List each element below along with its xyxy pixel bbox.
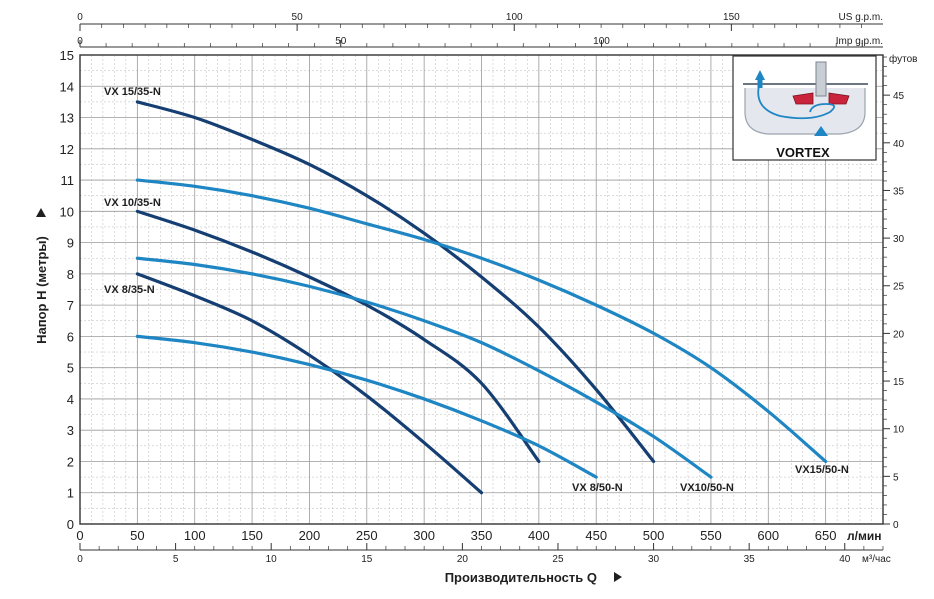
series-label-4: VX15/50-N <box>795 464 849 476</box>
vortex-impeller-right-icon <box>828 92 850 105</box>
x-tick-label-m3h: 25 <box>552 554 564 565</box>
vortex-outlet-stem-icon <box>757 78 763 88</box>
top-tick-label-us: 100 <box>506 12 523 23</box>
right-tick-label-ft: 25 <box>893 282 905 293</box>
vortex-inlet-arrow-icon <box>814 126 828 136</box>
series-label-6: VX 8/50-N <box>572 482 623 494</box>
series-label-1: VX 15/35-N <box>104 86 161 98</box>
x-tick-label-m3h: 10 <box>266 554 278 565</box>
y-tick-label: 13 <box>60 111 74 126</box>
right-tick-label-ft: 15 <box>893 377 905 388</box>
right-unit-ft: футов <box>889 53 917 65</box>
x-unit-lmin: л/мин <box>847 529 881 543</box>
x-axis-title: Производительность Q <box>445 570 597 585</box>
x-tick-label-m3h: 40 <box>839 554 851 565</box>
right-tick-label-ft: 0 <box>893 520 899 531</box>
top-tick-label-imp: 100 <box>593 36 610 47</box>
y-tick-label: 11 <box>61 173 75 188</box>
chart-series <box>135 100 828 495</box>
top-tick-label-us: 0 <box>77 12 83 23</box>
y-tick-label: 5 <box>67 361 74 376</box>
top-tick-label-imp: 0 <box>77 36 83 47</box>
x-tick-label-m3h: 35 <box>744 554 756 565</box>
right-tick-label-ft: 20 <box>893 329 905 340</box>
vortex-impeller-left-icon <box>792 92 814 105</box>
y-tick-label: 10 <box>60 204 74 219</box>
y-tick-label: 3 <box>67 423 74 438</box>
vortex-flow-swirl-icon <box>757 81 836 120</box>
x-tick-label-m3h: 30 <box>648 554 660 565</box>
top-unit-imp: Imp g.p.m. <box>836 36 883 47</box>
top-tick-label-us: 50 <box>292 12 304 23</box>
x-tick-label-lmin: 250 <box>356 528 378 543</box>
x-tick-label-lmin: 300 <box>413 528 435 543</box>
x-unit-m3h: м³/час <box>862 554 891 565</box>
vortex-inset: VORTEX <box>732 55 877 161</box>
y-tick-label: 0 <box>67 517 74 532</box>
x-tick-label-m3h: 20 <box>457 554 469 565</box>
x-tick-label-m3h: 15 <box>361 554 373 565</box>
x-tick-label-lmin: 450 <box>585 528 607 543</box>
series-curve-5 <box>135 256 713 479</box>
right-tick-label-ft: 35 <box>893 186 905 197</box>
chart-axes <box>79 23 890 551</box>
y-tick-label: 15 <box>60 48 74 63</box>
x-axis-arrow-icon <box>614 572 622 582</box>
x-tick-label-lmin: 400 <box>528 528 550 543</box>
right-tick-label-ft: 30 <box>893 234 905 245</box>
y-axis-title: Напор Н (метры) <box>34 236 49 344</box>
right-tick-label-ft: 5 <box>893 472 899 483</box>
x-tick-label-lmin: 350 <box>471 528 493 543</box>
x-tick-label-lmin: 100 <box>184 528 206 543</box>
x-tick-label-lmin: 550 <box>700 528 722 543</box>
y-tick-label: 7 <box>67 298 74 313</box>
plot-frame <box>79 54 884 525</box>
x-tick-label-m3h: 5 <box>173 554 179 565</box>
vortex-caption: VORTEX <box>776 145 830 160</box>
top-tick-label-imp: 50 <box>335 36 347 47</box>
series-label-3: VX 8/35-N <box>104 284 155 296</box>
series-curve-3 <box>135 272 484 495</box>
x-tick-label-lmin: 50 <box>130 528 144 543</box>
series-curve-6 <box>135 334 598 479</box>
y-tick-label: 2 <box>67 454 74 469</box>
y-tick-label: 4 <box>67 392 74 407</box>
series-label-5: VX10/50-N <box>680 482 734 494</box>
x-tick-label-lmin: 0 <box>76 528 83 543</box>
x-tick-label-lmin: 650 <box>815 528 837 543</box>
top-unit-us: US g.p.m. <box>839 12 883 23</box>
y-tick-label: 6 <box>67 329 74 344</box>
y-tick-label: 9 <box>67 236 74 251</box>
vortex-outlet-arrow-icon <box>755 70 765 80</box>
right-tick-label-ft: 45 <box>893 91 905 102</box>
x-tick-label-m3h: 0 <box>77 554 83 565</box>
y-tick-label: 1 <box>67 486 74 501</box>
right-tick-label-ft: 40 <box>893 139 905 150</box>
x-tick-label-lmin: 600 <box>757 528 779 543</box>
x-tick-label-lmin: 200 <box>299 528 321 543</box>
x-tick-label-lmin: 150 <box>241 528 263 543</box>
top-tick-label-us: 150 <box>723 12 740 23</box>
y-tick-label: 8 <box>67 267 74 282</box>
y-tick-label: 12 <box>60 142 74 157</box>
y-axis-arrow-icon <box>36 208 46 217</box>
y-tick-label: 14 <box>60 79 74 94</box>
series-label-2: VX 10/35-N <box>104 197 161 209</box>
x-tick-label-lmin: 500 <box>643 528 665 543</box>
right-tick-label-ft: 10 <box>893 425 905 436</box>
series-curve-4 <box>135 178 828 464</box>
vortex-shaft-icon <box>815 61 827 97</box>
series-curve-1 <box>135 100 656 464</box>
